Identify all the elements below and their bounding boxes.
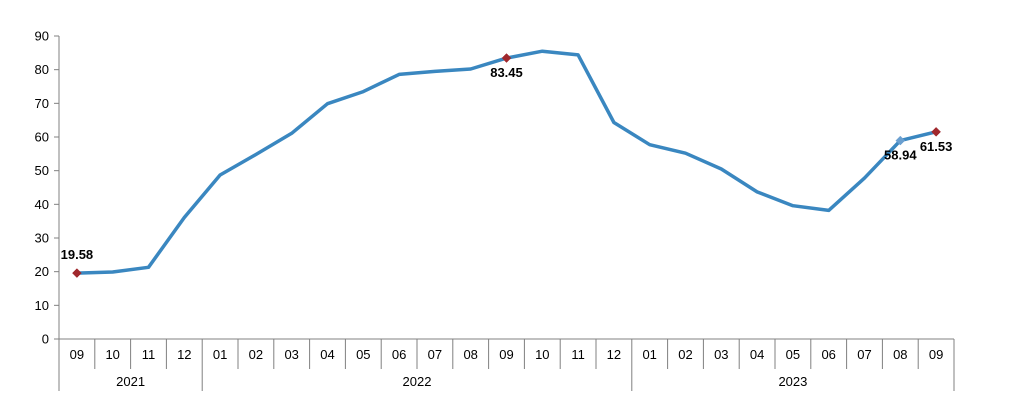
data-markers [72,53,941,278]
data-marker [895,135,906,146]
x-tick-label: 10 [535,347,549,362]
y-tick-label: 60 [35,130,49,145]
y-axis-ticks: 0 10 20 30 40 50 60 70 80 90 [35,29,59,347]
y-tick-label: 80 [35,62,49,77]
data-label: 58.94 [884,148,917,163]
series-layer [75,49,938,275]
x-tick-label: 04 [750,347,764,362]
x-tick-label: 07 [428,347,442,362]
data-label: 19.58 [61,247,94,262]
x-tick-label: 07 [857,347,871,362]
x-tick-label: 06 [821,347,835,362]
x-tick-label: 12 [607,347,621,362]
year-label: 2021 [116,374,145,389]
x-tick-label: 05 [356,347,370,362]
data-marker [931,126,941,137]
y-tick-label: 70 [35,96,49,111]
x-tick-label: 11 [142,347,156,362]
series-line-0 [75,49,938,275]
x-tick-label: 08 [463,347,477,362]
x-tick-label: 12 [177,347,191,362]
x-tick-label: 03 [284,347,298,362]
data-marker [501,53,512,63]
y-tick-label: 50 [35,163,49,178]
data-label: 61.53 [920,139,953,154]
x-tick-label: 09 [499,347,513,362]
x-tick-label: 08 [893,347,907,362]
y-tick-label: 90 [35,29,49,44]
x-tick-label: 11 [571,347,585,362]
x-axis-year-groups: 2021 2022 2023 [58,339,955,391]
x-tick-label: 02 [678,347,692,362]
chart-axes [58,36,954,340]
data-label: 83.45 [490,65,523,80]
x-tick-label: 03 [714,347,728,362]
y-tick-label: 40 [35,197,49,212]
y-tick-label: 0 [42,332,49,347]
y-tick-label: 30 [35,231,49,246]
data-marker [72,268,82,278]
x-tick-label: 06 [392,347,406,362]
x-tick-label: 09 [929,347,943,362]
x-tick-label: 02 [249,347,263,362]
y-tick-label: 10 [35,298,49,313]
x-tick-label: 10 [105,347,119,362]
x-tick-label: 01 [213,347,227,362]
year-label: 2023 [778,374,807,389]
y-tick-label: 20 [35,264,49,279]
x-tick-label: 04 [320,347,334,362]
year-label: 2022 [403,374,432,389]
x-tick-label: 09 [70,347,84,362]
x-tick-label: 05 [786,347,800,362]
x-axis-ticks: 09 10 11 12 01 02 03 04 05 06 07 08 09 10 11 12 01 02 03 04… [58,339,955,369]
x-tick-label: 01 [642,347,656,362]
